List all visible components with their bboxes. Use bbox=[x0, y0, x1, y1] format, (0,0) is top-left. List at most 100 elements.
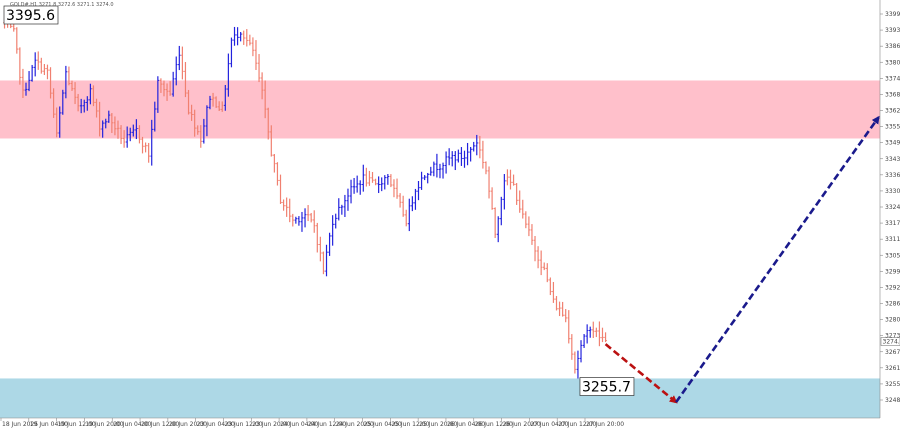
price-bar bbox=[125, 126, 129, 148]
current-price-tag: 3274.0 bbox=[880, 337, 900, 346]
x-tick-label: 26 Jun 04:00 bbox=[447, 421, 485, 428]
price-bar bbox=[395, 178, 399, 199]
price-bar bbox=[224, 85, 227, 111]
y-tick-label: 3393.0 bbox=[885, 27, 900, 34]
price-bar bbox=[174, 56, 178, 86]
price-bar bbox=[518, 190, 521, 213]
price-bar bbox=[331, 215, 334, 246]
price-bar bbox=[306, 205, 310, 222]
price-bar bbox=[27, 71, 31, 92]
x-tick-label: 27 Jun 20:00 bbox=[586, 421, 624, 428]
price-callout: 3395.6 bbox=[3, 5, 59, 25]
price-bar bbox=[435, 153, 439, 178]
x-tick-label: 18 Jun 2025 bbox=[2, 421, 38, 428]
price-bar bbox=[236, 27, 239, 46]
price-bar bbox=[380, 177, 384, 192]
price-bar bbox=[319, 236, 322, 262]
price-bar bbox=[401, 195, 405, 217]
price-bar bbox=[453, 151, 457, 171]
y-tick-label: 3255.0 bbox=[885, 381, 900, 388]
x-tick-label: 20 Jun 20:00 bbox=[169, 421, 207, 428]
price-bar bbox=[294, 216, 298, 224]
price-bar bbox=[506, 169, 509, 186]
price-bar bbox=[147, 142, 150, 163]
price-bar bbox=[297, 216, 301, 226]
y-tick-label: 3273.0 bbox=[885, 333, 900, 340]
price-bar bbox=[576, 350, 580, 379]
price-bar bbox=[46, 64, 49, 80]
price-bar bbox=[113, 116, 117, 136]
price-bar bbox=[227, 53, 230, 97]
price-bar bbox=[564, 309, 567, 323]
price-bar bbox=[40, 57, 43, 74]
y-tick-label: 3267.0 bbox=[885, 349, 900, 356]
price-bar bbox=[386, 173, 390, 185]
price-bar bbox=[162, 80, 166, 97]
y-tick-label: 3299.0 bbox=[885, 268, 900, 275]
price-bar bbox=[153, 101, 157, 132]
price-bar bbox=[542, 262, 546, 271]
price-bar bbox=[475, 134, 479, 156]
price-bar bbox=[12, 23, 16, 32]
price-bar bbox=[561, 301, 564, 317]
price-bar bbox=[55, 107, 58, 138]
support-zone bbox=[0, 378, 880, 418]
price-bar bbox=[325, 244, 328, 277]
y-tick-label: 3324.0 bbox=[885, 204, 900, 211]
x-tick-label: 24 Jun 20:00 bbox=[336, 421, 374, 428]
price-bar bbox=[417, 180, 420, 201]
price-bar bbox=[371, 171, 374, 183]
price-bar bbox=[496, 216, 500, 243]
price-bar bbox=[254, 40, 258, 70]
price-bar bbox=[230, 37, 233, 68]
price-bar bbox=[92, 85, 95, 107]
price-bar bbox=[536, 246, 540, 269]
x-tick-label: 26 Jun 20:00 bbox=[503, 421, 541, 428]
price-bar bbox=[76, 93, 80, 112]
price-bar bbox=[33, 52, 37, 77]
y-tick-label: 3386.0 bbox=[885, 43, 900, 50]
price-bar bbox=[104, 118, 108, 129]
price-bar bbox=[43, 63, 46, 76]
price-bar bbox=[444, 151, 448, 174]
y-tick-label: 3349.0 bbox=[885, 140, 900, 147]
price-bar bbox=[300, 211, 304, 232]
price-bar bbox=[270, 125, 273, 157]
current-price-box bbox=[880, 337, 900, 346]
x-tick-label: 19 Jun 20:00 bbox=[85, 421, 123, 428]
y-tick-label: 3399.0 bbox=[885, 11, 900, 18]
price-bar bbox=[128, 127, 132, 142]
price-bar bbox=[389, 174, 393, 188]
price-bar bbox=[49, 67, 52, 99]
x-tick-label: 27 Jun 04:00 bbox=[530, 421, 568, 428]
price-bar bbox=[463, 150, 466, 168]
price-bar bbox=[441, 162, 445, 179]
callout-label: 3395.6 bbox=[6, 8, 55, 24]
price-bar bbox=[291, 213, 295, 227]
price-bar bbox=[217, 101, 221, 112]
price-bar bbox=[539, 250, 543, 276]
price-bar bbox=[515, 183, 518, 205]
y-tick-label: 3343.0 bbox=[885, 156, 900, 163]
price-bar bbox=[251, 37, 255, 57]
x-tick-label: 24 Jun 12:00 bbox=[308, 421, 346, 428]
price-bar bbox=[340, 204, 344, 215]
price-bar bbox=[573, 351, 577, 374]
price-bar bbox=[509, 169, 512, 190]
price-bar bbox=[165, 83, 169, 101]
price-bar bbox=[493, 207, 497, 239]
y-tick-label: 3292.0 bbox=[885, 284, 900, 291]
price-bar bbox=[567, 310, 571, 344]
price-bar bbox=[208, 95, 212, 110]
x-tick-label: 20 Jun 12:00 bbox=[141, 421, 179, 428]
y-tick-label: 3261.0 bbox=[885, 365, 900, 372]
price-bar bbox=[552, 281, 555, 303]
price-bar bbox=[190, 104, 193, 121]
x-tick-label: 23 Jun 20:00 bbox=[252, 421, 290, 428]
price-bar bbox=[116, 120, 120, 139]
callout-label: 3255.7 bbox=[582, 380, 631, 396]
price-bar bbox=[181, 46, 184, 80]
